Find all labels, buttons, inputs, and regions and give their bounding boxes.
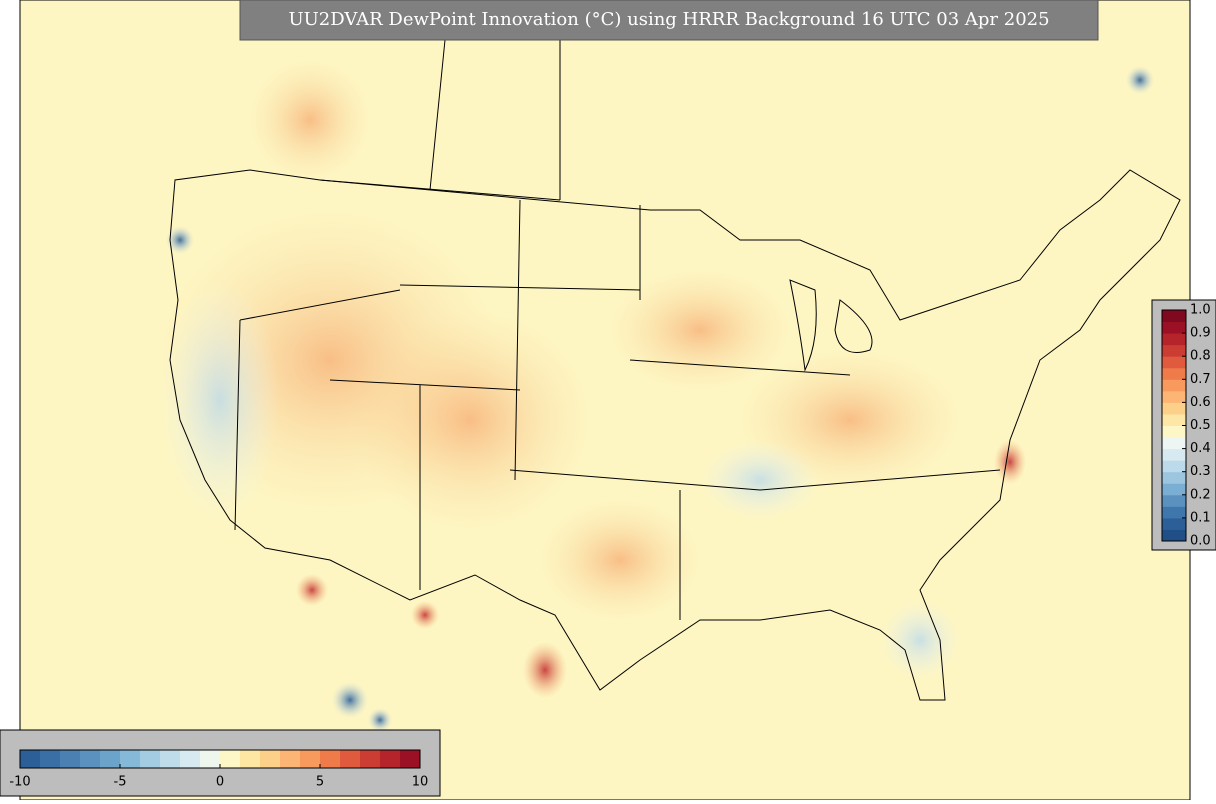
colorbar-segment bbox=[60, 750, 81, 768]
colorbar-segment bbox=[120, 750, 141, 768]
tick-label: 0.9 bbox=[1190, 326, 1211, 341]
colorbar-segment bbox=[1162, 402, 1186, 415]
tick-label: 10 bbox=[412, 775, 429, 790]
tick-label: 0.3 bbox=[1190, 464, 1211, 479]
tick-label: 0.0 bbox=[1190, 534, 1211, 549]
colorbar-segment bbox=[1162, 413, 1186, 426]
colorbar-segment bbox=[1162, 344, 1186, 357]
colorbar-segment bbox=[360, 750, 381, 768]
right-colorbar: 0.0 0.1 0.2 0.3 0.4 0.5 0.6 0.7 0.8 0.9 1.0 bbox=[1161, 303, 1211, 549]
tick-label: 1.0 bbox=[1190, 303, 1211, 318]
colorbar-segment bbox=[1162, 425, 1186, 438]
colorbar-segment bbox=[220, 750, 241, 768]
colorbar-segment bbox=[80, 750, 101, 768]
bottom-colorbar: -10 -5 0 5 10 bbox=[9, 749, 429, 790]
colorbar-segment bbox=[320, 750, 341, 768]
tick-label: 0.6 bbox=[1190, 395, 1211, 410]
colorbar-segment bbox=[40, 750, 61, 768]
colorbar-segment bbox=[1162, 517, 1186, 530]
colorbar-segment bbox=[1162, 321, 1186, 334]
colorbar-segment bbox=[1162, 390, 1186, 403]
colorbar-segment bbox=[1162, 448, 1186, 461]
colorbar-segment bbox=[1162, 529, 1186, 542]
colorbar-segment bbox=[160, 750, 181, 768]
colorbar-segment bbox=[1162, 460, 1186, 473]
colorbar-segment bbox=[1162, 483, 1186, 496]
tick-label: 0.5 bbox=[1190, 418, 1211, 433]
colorbar-segment bbox=[1162, 471, 1186, 484]
colorbar-segment bbox=[1162, 506, 1186, 519]
colorbar-segment bbox=[300, 750, 321, 768]
tick-label: 0.1 bbox=[1190, 510, 1211, 525]
tick-label: 5 bbox=[316, 775, 324, 790]
colorbar-segment bbox=[280, 750, 301, 768]
tick-label: 0.4 bbox=[1190, 441, 1211, 456]
tick-label: 0.7 bbox=[1190, 372, 1211, 387]
colorbar-segment bbox=[340, 750, 361, 768]
colorbar-segment bbox=[1162, 333, 1186, 346]
colorbar-segment bbox=[140, 750, 161, 768]
colorbar-segment bbox=[1162, 310, 1186, 323]
tick-label: -5 bbox=[114, 775, 127, 790]
colorbar-segment bbox=[1162, 379, 1186, 392]
colorbar-segment bbox=[380, 750, 401, 768]
colorbar-segment bbox=[20, 750, 41, 768]
colorbar-segment bbox=[200, 750, 221, 768]
colorbar-segment bbox=[1162, 437, 1186, 450]
colorbar-segment bbox=[1162, 356, 1186, 369]
colorbar-segment bbox=[240, 750, 261, 768]
colorbar-segment bbox=[100, 750, 121, 768]
coastlines-and-borders bbox=[169, 39, 1181, 701]
tick-label: 0.2 bbox=[1190, 487, 1211, 502]
colorbar-segment bbox=[1162, 367, 1186, 380]
tick-label: -10 bbox=[9, 775, 30, 790]
colorbar-segment bbox=[1162, 494, 1186, 507]
title-box bbox=[239, 0, 1099, 41]
title: UU2DVAR DewPoint Innovation (°C) using H… bbox=[288, 9, 1049, 30]
colorbar-segment bbox=[400, 750, 421, 768]
innovation-field bbox=[160, 60, 1154, 732]
tick-label: 0 bbox=[216, 775, 224, 790]
colorbar-segment bbox=[260, 750, 281, 768]
tick-label: 0.8 bbox=[1190, 349, 1211, 364]
colorbar-segment bbox=[180, 750, 201, 768]
